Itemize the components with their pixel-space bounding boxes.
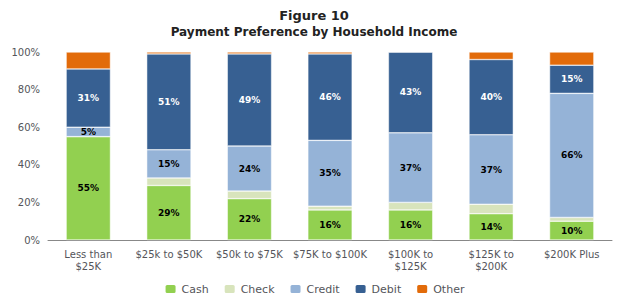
- svg-text:29%: 29%: [158, 208, 180, 218]
- svg-text:49%: 49%: [239, 95, 261, 105]
- svg-text:Payment Preference by Househol: Payment Preference by Household Income: [171, 25, 458, 39]
- svg-text:24%: 24%: [239, 164, 261, 174]
- svg-text:10%: 10%: [561, 226, 583, 236]
- svg-text:5%: 5%: [81, 127, 96, 137]
- svg-text:Check: Check: [241, 283, 275, 296]
- svg-text:0%: 0%: [24, 235, 40, 246]
- svg-text:60%: 60%: [18, 122, 40, 133]
- svg-text:35%: 35%: [319, 168, 341, 178]
- svg-text:Figure 10: Figure 10: [279, 8, 349, 23]
- svg-text:31%: 31%: [78, 93, 100, 103]
- svg-text:37%: 37%: [480, 165, 502, 175]
- svg-text:20%: 20%: [18, 197, 40, 208]
- svg-text:Cash: Cash: [182, 283, 209, 296]
- svg-text:$125K to: $125K to: [469, 249, 514, 260]
- svg-text:$200K Plus: $200K Plus: [544, 249, 600, 260]
- svg-text:100%: 100%: [11, 47, 40, 58]
- svg-text:$75K to $100K: $75K to $100K: [293, 249, 367, 260]
- svg-text:Credit: Credit: [307, 283, 341, 296]
- svg-text:16%: 16%: [319, 220, 341, 230]
- svg-text:46%: 46%: [319, 92, 341, 102]
- svg-text:$200K: $200K: [475, 261, 507, 272]
- svg-text:15%: 15%: [158, 159, 180, 169]
- svg-text:40%: 40%: [18, 159, 40, 170]
- svg-text:$50k to $75K: $50k to $75K: [216, 249, 283, 260]
- svg-text:Debit: Debit: [372, 283, 402, 296]
- svg-text:Less than: Less than: [64, 249, 112, 260]
- svg-text:15%: 15%: [561, 74, 583, 84]
- svg-text:$25k to $50K: $25k to $50K: [135, 249, 202, 260]
- svg-text:Other: Other: [433, 283, 465, 296]
- svg-text:80%: 80%: [18, 84, 40, 95]
- svg-text:$25K: $25K: [75, 261, 101, 272]
- svg-text:55%: 55%: [78, 183, 100, 193]
- svg-text:66%: 66%: [561, 150, 583, 160]
- svg-text:$100K to: $100K to: [388, 249, 433, 260]
- svg-text:$125K: $125K: [395, 261, 427, 272]
- svg-text:43%: 43%: [400, 87, 422, 97]
- svg-text:51%: 51%: [158, 97, 180, 107]
- svg-text:14%: 14%: [480, 222, 502, 232]
- svg-text:37%: 37%: [400, 163, 422, 173]
- svg-text:22%: 22%: [239, 214, 261, 224]
- svg-text:40%: 40%: [480, 92, 502, 102]
- svg-text:16%: 16%: [400, 220, 422, 230]
